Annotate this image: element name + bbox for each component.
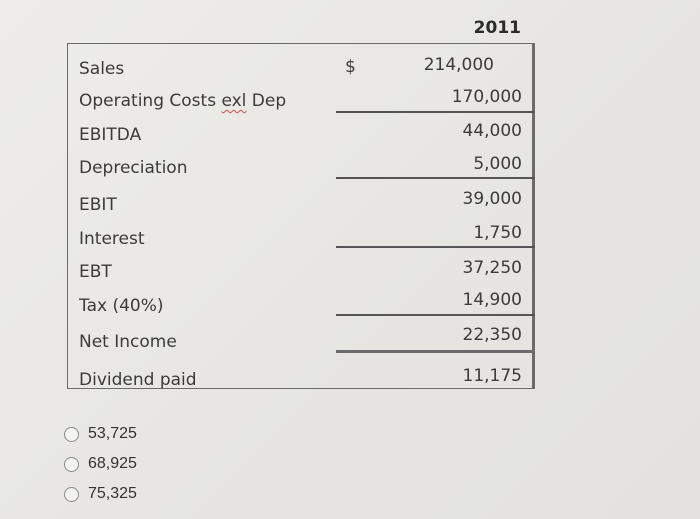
answer-option-label: 75,325 (88, 485, 137, 502)
subtotal-rule-ebitda (336, 111, 535, 113)
row-value-ebt: 37,250 (462, 258, 522, 278)
row-label-tax: Tax (40%) (79, 296, 164, 316)
subtotal-rule-ebit (336, 177, 535, 179)
radio-button-icon[interactable] (64, 486, 79, 502)
row-value-interest: 1,750 (473, 223, 522, 243)
row-value-operating-costs: 170,000 (451, 87, 522, 107)
table-right-divider (532, 43, 534, 389)
answer-option-3[interactable]: 75,325 (64, 479, 137, 509)
row-label-sales: Sales (79, 59, 125, 79)
subtotal-rule-net-income (336, 314, 535, 316)
row-label-dividend-paid: Dividend paid (79, 370, 197, 390)
year-column-header: 2011 (473, 18, 521, 38)
row-value-ebit: 39,000 (462, 189, 522, 209)
total-rule-net-income (336, 350, 535, 353)
row-value-depreciation: 5,000 (473, 154, 522, 174)
answer-option-label: 53,725 (88, 425, 137, 442)
spellcheck-flagged-word: exl (221, 91, 247, 111)
currency-symbol: $ (345, 57, 356, 77)
radio-button-icon[interactable] (64, 456, 79, 472)
answer-options: 53,725 68,925 75,325 (64, 419, 137, 509)
subtotal-rule-ebt (336, 246, 535, 248)
answer-option-label: 68,925 (88, 455, 137, 472)
row-label-operating-costs-suffix: Dep (246, 91, 287, 111)
row-value-sales: 214,000 (423, 55, 494, 75)
row-label-ebt: EBT (79, 262, 112, 282)
row-label-operating-costs-prefix: Operating Costs (79, 91, 222, 111)
row-label-depreciation: Depreciation (79, 158, 188, 178)
row-value-ebitda: 44,000 (462, 121, 522, 141)
row-label-ebitda: EBITDA (79, 125, 142, 145)
row-label-net-income: Net Income (79, 332, 177, 352)
row-value-tax: 14,900 (462, 290, 522, 310)
row-value-net-income: 22,350 (462, 325, 522, 345)
row-value-dividend-paid: 11,175 (462, 366, 522, 386)
answer-option-1[interactable]: 53,725 (64, 419, 137, 449)
radio-button-icon[interactable] (64, 426, 79, 442)
income-statement-table (67, 43, 535, 389)
row-label-interest: Interest (79, 229, 145, 249)
answer-option-2[interactable]: 68,925 (64, 449, 137, 479)
row-label-operating-costs: Operating Costs exl Dep (79, 91, 286, 111)
row-label-ebit: EBIT (79, 195, 117, 215)
